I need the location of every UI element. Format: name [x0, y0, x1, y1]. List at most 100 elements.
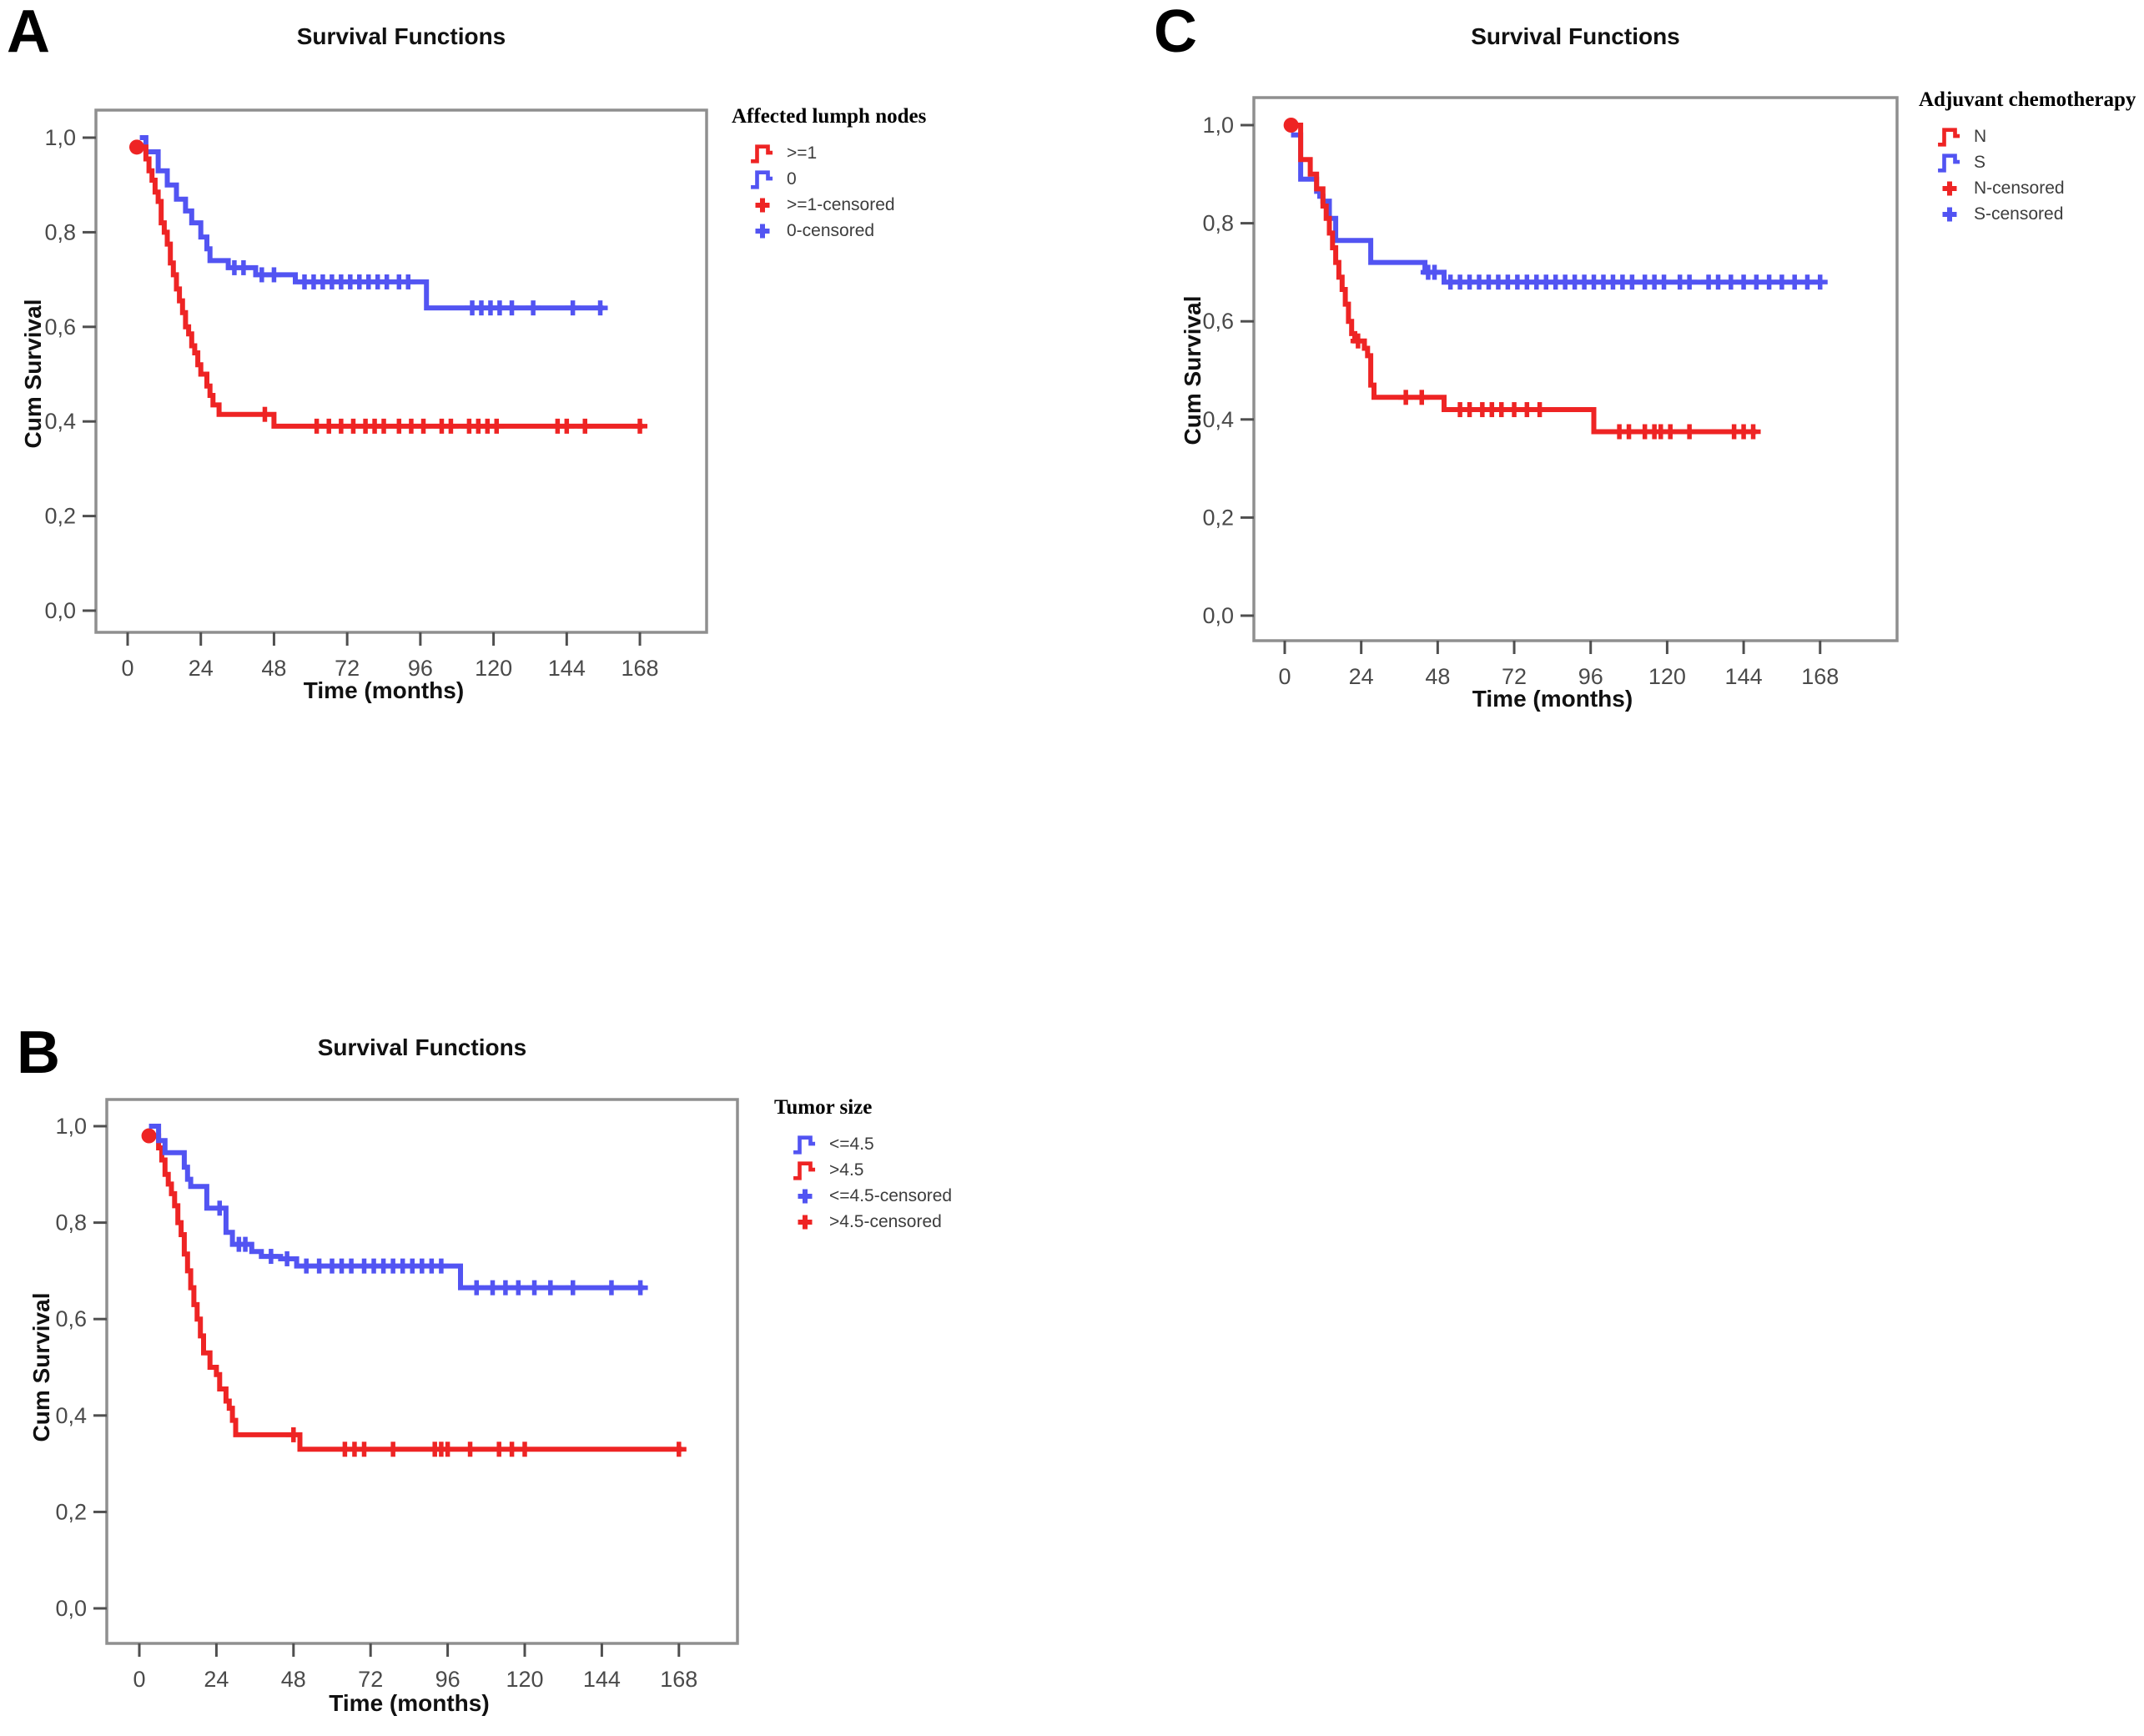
- censored-mark: [469, 1280, 485, 1296]
- y-tick-label: 0,0: [44, 598, 76, 623]
- censored-mark: [400, 274, 416, 289]
- legend-label: N-censored: [1974, 178, 2065, 198]
- censored-mark: [443, 418, 459, 434]
- panel-b-xaxis-title: Time (months): [329, 1690, 490, 1716]
- legend-entry: >4.5-censored: [774, 1209, 952, 1235]
- censored-mark: [671, 1442, 687, 1457]
- censored-mark: [511, 1280, 526, 1296]
- censored-mark: [1398, 390, 1414, 405]
- x-tick-label: 24: [1349, 664, 1374, 689]
- x-tick-label: 144: [548, 656, 586, 681]
- censored-mark: [299, 1258, 315, 1274]
- censored-mark: [1519, 402, 1535, 418]
- x-tick-label: 72: [358, 1667, 383, 1692]
- y-tick-label: 0,4: [44, 409, 76, 434]
- censored-mark: [489, 418, 505, 434]
- step-curve-swatch: [1935, 150, 1964, 175]
- censored-mark: [497, 1280, 513, 1296]
- y-tick-label: 1,0: [1202, 113, 1234, 138]
- censored-mark: [1663, 424, 1678, 440]
- censored-mark: [1462, 402, 1477, 418]
- y-tick-label: 0,8: [44, 219, 76, 244]
- censored-mark: [491, 1442, 507, 1457]
- censored-mark: [1507, 402, 1522, 418]
- km-curve->4.5: [148, 1133, 682, 1452]
- censored-mark: [344, 1258, 360, 1274]
- censored-mark: [1682, 274, 1698, 290]
- censored-mark: [632, 418, 648, 434]
- censored-mark: [1532, 402, 1548, 418]
- censored-mark: [526, 1280, 542, 1296]
- step-curve-swatch: [1935, 124, 1964, 149]
- step-curve-swatch: [748, 167, 777, 192]
- censored-plus-icon: [791, 1210, 819, 1235]
- plot-frame: [105, 1098, 739, 1645]
- legend-entry: >=1-censored: [732, 192, 926, 218]
- censored-plus-icon: [748, 193, 777, 218]
- x-tick-label: 24: [204, 1667, 229, 1692]
- censored-mark: [559, 418, 575, 434]
- censored-mark: [1736, 274, 1752, 290]
- censored-mark: [1414, 390, 1430, 405]
- censored-mark: [235, 259, 251, 275]
- panel-label-c: C: [1154, 0, 1197, 65]
- x-tick-label: 72: [335, 656, 360, 681]
- y-tick-label: 1,0: [44, 125, 76, 150]
- step-curve-swatch: [748, 141, 777, 166]
- x-tick-label: 168: [660, 1667, 697, 1692]
- x-tick-label: 24: [189, 656, 214, 681]
- curve-start-dot: [128, 139, 144, 155]
- x-tick-label: 168: [1801, 664, 1839, 689]
- x-tick-label: 96: [408, 656, 433, 681]
- x-tick-label: 0: [121, 656, 133, 681]
- panel-a-xaxis-title: Time (months): [303, 677, 465, 703]
- step-curve-swatch: [791, 1132, 819, 1157]
- legend-title: Adjuvant chemotherapy: [1919, 88, 2136, 111]
- x-tick-label: 120: [506, 1667, 543, 1692]
- x-tick-label: 96: [435, 1667, 461, 1692]
- legend-entry: >=1: [732, 140, 926, 166]
- legend-entry: <=4.5-censored: [774, 1183, 952, 1209]
- plot-frame: [1252, 96, 1899, 642]
- censored-mark: [603, 1280, 619, 1296]
- legend-label: <=4.5-censored: [829, 1185, 953, 1205]
- legend-label: 0: [787, 169, 797, 189]
- km-panel-C: 1,0 0,8 0,6 0,4 0,2 0,0 0 24 48 72 96 120 144 168: [1202, 96, 1899, 689]
- legend-title: Affected lumph nodes: [732, 105, 927, 128]
- censored-mark: [1621, 424, 1637, 440]
- censored-mark: [504, 300, 520, 316]
- km-panel-B: 1,0 0,8 0,6 0,4 0,2 0,0 0 24 48 72 96 120 144 168: [55, 1098, 739, 1692]
- censored-mark: [592, 300, 608, 316]
- censored-mark: [285, 1427, 301, 1442]
- y-tick-label: 0,8: [55, 1210, 87, 1235]
- censored-mark: [462, 1442, 478, 1457]
- legend-adjuvant-chemotherapy: Adjuvant chemotherapy N S N-censored S-c…: [1919, 88, 2136, 227]
- legend-entry: N-censored: [1919, 175, 2136, 201]
- y-tick-label: 0,6: [44, 314, 76, 340]
- panel-label-a: A: [7, 0, 50, 65]
- censored-mark: [1761, 274, 1777, 290]
- km-curve-N: [1291, 123, 1757, 435]
- censored-mark: [1656, 274, 1672, 290]
- legend-tumor-size: Tumor size <=4.5 >4.5 <=4.5-censored >4.…: [774, 1096, 952, 1235]
- censored-mark: [415, 418, 431, 434]
- censored-mark: [1427, 264, 1442, 280]
- legend-entry: >4.5: [774, 1157, 952, 1183]
- x-tick-label: 96: [1578, 664, 1603, 689]
- y-tick-label: 0,2: [1202, 505, 1234, 530]
- y-tick-label: 0,6: [1202, 309, 1234, 334]
- censored-mark: [565, 1280, 581, 1296]
- censored-plus-icon: [1935, 176, 1964, 201]
- legend-label: N: [1974, 126, 1987, 146]
- y-tick-label: 0,2: [55, 1499, 87, 1524]
- legend-label: 0-censored: [787, 220, 875, 240]
- km-panel-A: 1,0 0,8 0,6 0,4 0,2 0,0 0 24 48 72 96 120 144 168: [44, 108, 708, 681]
- x-tick-label: 48: [261, 656, 286, 681]
- censored-mark: [485, 1280, 501, 1296]
- plot-frame: [94, 108, 708, 634]
- panel-c-yaxis-title: Cum Survival: [1180, 295, 1205, 445]
- censored-mark: [1812, 274, 1828, 290]
- censored-mark: [266, 267, 282, 283]
- km-curve->=1: [137, 144, 643, 429]
